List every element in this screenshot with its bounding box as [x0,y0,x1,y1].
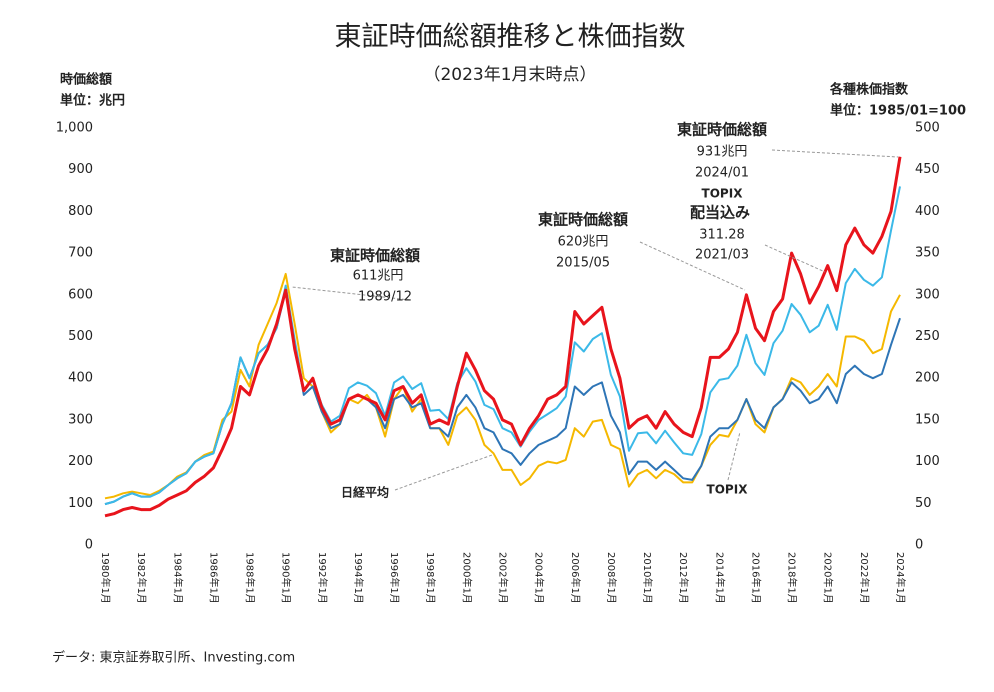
x-tick-label: 2000年1月 [460,552,473,604]
leader-line [764,244,826,273]
annotation: TOPIX [702,187,744,201]
series-line [104,186,901,506]
annotation: 東証時価総額 [538,211,628,229]
y2-tick-label: 50 [915,496,932,511]
y-tick-label: 200 [68,454,93,469]
y2-tick-label: 450 [915,162,940,177]
leader-line [394,454,493,491]
y-axis-title: 時価総額 [60,72,112,88]
annotation: 2021/03 [695,248,749,263]
x-tick-label: 2020年1月 [822,552,835,604]
x-tick-label: 2014年1月 [713,552,726,604]
x-tick-label: 2006年1月 [569,552,582,604]
x-tick-label: 1984年1月 [171,552,184,604]
chart-title: 東証時価総額推移と株価指数 [335,22,686,53]
annotation: 1989/12 [358,290,412,305]
y-tick-label: 1,000 [56,121,93,136]
leader-line [727,431,741,481]
y-tick-label: 0 [85,538,93,553]
y2-tick-label: 0 [915,538,923,553]
chart-subtitle: （2023年1月末時点） [423,65,596,85]
x-tick-label: 2016年1月 [749,552,762,604]
y-tick-label: 900 [68,162,93,177]
annotation: 日経平均 [341,485,389,500]
x-tick-label: 1986年1月 [207,552,220,604]
series-line [104,289,901,506]
y-tick-label: 800 [68,204,93,219]
x-tick-label: 2004年1月 [533,552,546,604]
x-tick-label: 1992年1月 [316,552,329,604]
x-tick-label: 2012年1月 [677,552,690,604]
leader-line [639,241,746,291]
annotation: 611兆円 [353,269,404,284]
x-tick-label: 1982年1月 [135,552,148,604]
annotation: 配当込み [690,204,750,222]
annotation: 東証時価総額 [330,247,420,265]
y2-tick-label: 350 [915,246,940,261]
annotation: 2015/05 [556,256,610,271]
y2-axis-title: 単位：1985/01=100 [830,103,966,119]
annotation: 2024/01 [695,166,749,181]
y-tick-label: 400 [68,371,93,386]
x-tick-label: 2022年1月 [858,552,871,604]
y2-tick-label: 150 [915,412,940,427]
y2-tick-label: 200 [915,371,940,386]
y-tick-label: 500 [68,329,93,344]
series-line [104,272,901,500]
annotation: 620兆円 [558,235,609,250]
y2-axis-title: 各種株価指数 [829,82,909,98]
x-tick-label: 2008年1月 [605,552,618,604]
y-axis-title: 単位：兆円 [60,93,125,109]
x-tick-label: 1990年1月 [280,552,293,604]
annotation: 931兆円 [697,145,748,160]
x-tick-label: 1988年1月 [244,552,257,604]
x-tick-label: 2010年1月 [641,552,654,604]
x-tick-label: 2002年1月 [497,552,510,604]
y-tick-label: 600 [68,287,93,302]
source: データ: 東京証券取引所、Investing.com [52,650,295,666]
y2-tick-label: 100 [915,454,940,469]
x-tick-label: 1996年1月 [388,552,401,604]
series-line [104,156,902,518]
y2-tick-label: 500 [915,121,940,136]
leader-line [771,149,899,158]
annotation: 311.28 [699,228,745,243]
x-tick-label: 1980年1月 [99,552,112,604]
x-tick-label: 2018年1月 [786,552,799,604]
x-tick-label: 1994年1月 [352,552,365,604]
y2-tick-label: 250 [915,329,940,344]
y2-tick-label: 400 [915,204,940,219]
y-tick-label: 700 [68,246,93,261]
annotation: 東証時価総額 [677,121,767,139]
annotation: TOPIX [707,483,749,497]
y-tick-label: 300 [68,412,93,427]
x-tick-label: 1998年1月 [424,552,437,604]
y-tick-label: 100 [68,496,93,511]
x-tick-label: 2024年1月 [894,552,907,604]
y2-tick-label: 300 [915,287,940,302]
